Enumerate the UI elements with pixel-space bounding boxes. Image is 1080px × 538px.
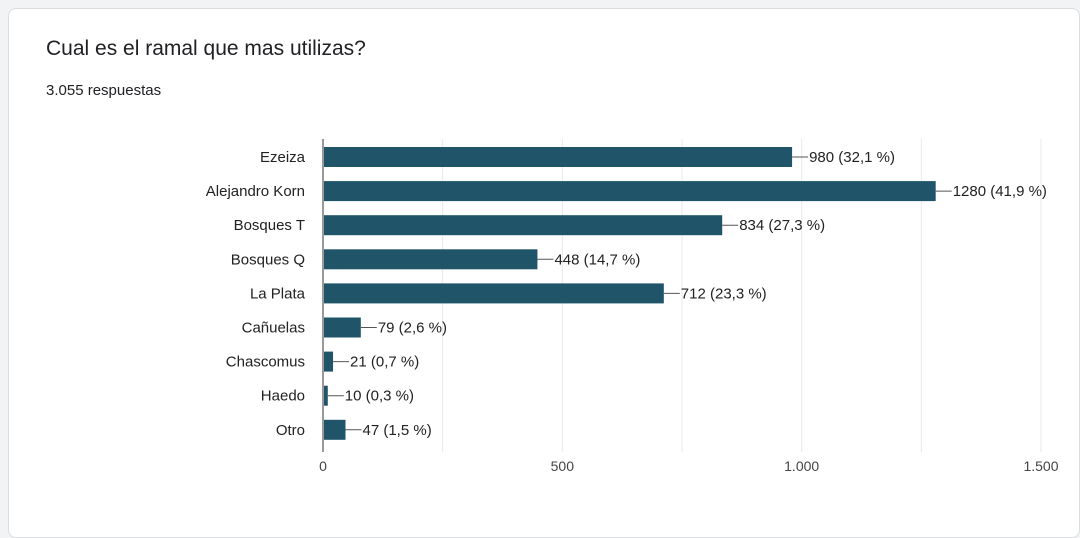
bar	[324, 351, 334, 372]
x-tick-label: 1.500	[1023, 458, 1058, 474]
bar	[324, 283, 664, 304]
x-tick-label: 0	[319, 458, 327, 474]
bar	[324, 317, 361, 338]
data-label: 980 (32,1 %)	[809, 149, 895, 166]
data-label: 10 (0,3 %)	[345, 388, 414, 405]
category-label: Cañuelas	[242, 320, 305, 337]
data-label: 1280 (41,9 %)	[953, 183, 1047, 200]
data-label: 834 (27,3 %)	[739, 217, 825, 234]
data-label: 448 (14,7 %)	[554, 251, 640, 268]
data-label: 79 (2,6 %)	[378, 320, 447, 337]
bar	[324, 249, 538, 270]
bar	[324, 181, 936, 202]
bar-chart: 0 500 1.000 1.500 Ezeiza 980 (32,1 %) Alejandr…	[206, 139, 1059, 474]
data-label: 21 (0,7 %)	[350, 354, 419, 371]
category-label: Chascomus	[226, 354, 305, 371]
x-tick-label: 1.000	[784, 458, 819, 474]
category-label: Bosques Q	[231, 251, 305, 268]
bar	[324, 215, 723, 236]
category-label: Alejandro Korn	[206, 183, 305, 200]
data-label: 712 (23,3 %)	[681, 285, 767, 302]
question-title: Cual es el ramal que mas utilizas?	[46, 37, 366, 60]
response-count: 3.055 respuestas	[46, 82, 162, 99]
category-label: Otro	[276, 422, 305, 439]
x-tick-label: 500	[551, 458, 575, 474]
category-label: La Plata	[250, 285, 306, 302]
category-label: Haedo	[261, 388, 305, 405]
category-label: Bosques T	[234, 217, 305, 234]
data-label: 47 (1,5 %)	[362, 422, 431, 439]
bar	[324, 385, 328, 406]
category-label: Ezeiza	[260, 149, 306, 166]
question-card: Cual es el ramal que mas utilizas? 3.055…	[8, 8, 1080, 538]
bar	[324, 419, 346, 440]
bar	[324, 147, 793, 167]
